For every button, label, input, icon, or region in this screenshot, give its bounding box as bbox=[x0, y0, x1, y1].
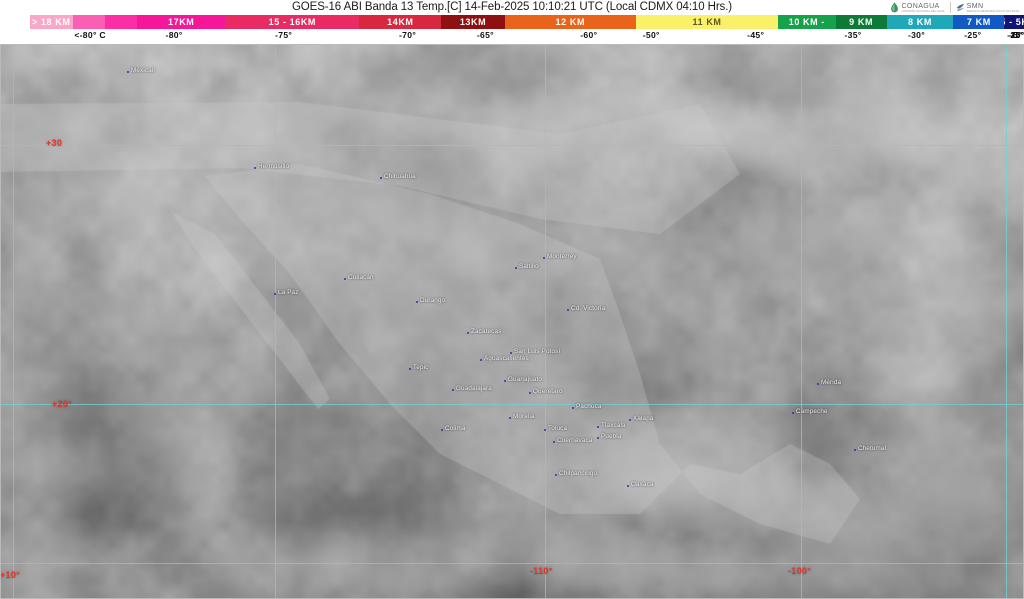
smn-logo: SMN SERVICIO METEOROLÓGICO NACIONAL bbox=[956, 2, 1020, 13]
scale-tick-label: -10° bbox=[1007, 30, 1024, 40]
coordinate-label: -110° bbox=[530, 566, 553, 576]
city-marker bbox=[480, 359, 482, 361]
color-scale-bar: > 18 KM 17KM 15 - 16KM 14KM 13KM 12 KM 11 KM 10… bbox=[0, 15, 1024, 29]
city-marker bbox=[515, 267, 517, 269]
scale-tick-label: <-80° C bbox=[74, 30, 106, 40]
page-title: GOES-16 ABI Banda 13 Temp.[C] 14-Feb-202… bbox=[291, 1, 733, 13]
grid-parallel bbox=[0, 563, 1024, 564]
scale-tick-label: -70° bbox=[399, 30, 417, 40]
scale-segment: 3.5 - 5KM bbox=[1004, 15, 1024, 29]
coordinate-label: +30 bbox=[46, 138, 63, 148]
city-marker bbox=[467, 332, 469, 334]
grid-parallel bbox=[0, 404, 1024, 405]
city-marker bbox=[597, 426, 599, 428]
satellite-map[interactable]: +30 +20° +10° -110° -100° Mexicali Hermosillo… bbox=[0, 44, 1024, 599]
scale-tick-label: -50° bbox=[642, 30, 660, 40]
scale-segment: 10 KM - bbox=[778, 15, 836, 29]
agency-logos: CONAGUA COMISIÓN NACIONAL DEL AGUA SMN S… bbox=[890, 1, 1020, 14]
city-marker bbox=[274, 293, 276, 295]
infrared-cloud-imagery bbox=[0, 44, 1024, 599]
city-marker bbox=[344, 278, 346, 280]
scale-segment: 17KM bbox=[137, 15, 226, 29]
scale-tick-label: -75° bbox=[275, 30, 293, 40]
scale-segment bbox=[72, 15, 106, 29]
scale-segment: 15 - 16KM bbox=[225, 15, 360, 29]
scale-segment: 13KM bbox=[441, 15, 505, 29]
coordinate-label: -100° bbox=[788, 566, 812, 576]
city-marker bbox=[254, 167, 256, 169]
scale-gap bbox=[0, 15, 30, 29]
scale-tick-label: -65° bbox=[476, 30, 494, 40]
coordinate-label: +20° bbox=[52, 399, 73, 409]
city-marker bbox=[572, 407, 574, 409]
smn-label: SMN bbox=[966, 2, 984, 10]
conagua-logo: CONAGUA COMISIÓN NACIONAL DEL AGUA bbox=[890, 2, 945, 13]
city-marker bbox=[416, 301, 418, 303]
scale-tick-label: -45° bbox=[747, 30, 765, 40]
city-marker bbox=[529, 392, 531, 394]
city-marker bbox=[567, 309, 569, 311]
city-marker bbox=[543, 257, 545, 259]
grid-meridian bbox=[545, 44, 546, 599]
conagua-label: CONAGUA bbox=[901, 2, 940, 10]
scale-tick-label: -20° bbox=[1007, 30, 1024, 40]
map-frame bbox=[0, 44, 1024, 599]
coordinate-label: +10° bbox=[0, 570, 21, 580]
grid-meridian bbox=[1006, 44, 1007, 599]
scale-segment: 9 KM bbox=[835, 15, 887, 29]
scale-segment: 12 KM bbox=[504, 15, 636, 29]
color-scale-ticks: <-80° C -80° -75° -70° -65° -60° -50° -45° -35° -… bbox=[0, 29, 1024, 43]
city-marker bbox=[553, 441, 555, 443]
scale-segment: 11 KM bbox=[635, 15, 779, 29]
scale-tick-label: -35° bbox=[844, 30, 862, 40]
scale-segment: > 18 KM bbox=[29, 15, 73, 29]
eagle-emblem-icon bbox=[956, 3, 964, 12]
scale-tick-label: -30° bbox=[907, 30, 925, 40]
grid-parallel bbox=[0, 145, 1024, 146]
scale-tick-label: -60° bbox=[580, 30, 598, 40]
city-marker bbox=[441, 429, 443, 431]
conagua-subtitle: COMISIÓN NACIONAL DEL AGUA bbox=[901, 9, 945, 13]
city-marker bbox=[555, 474, 557, 476]
city-marker bbox=[504, 380, 506, 382]
logo-divider bbox=[949, 2, 951, 13]
scale-tick-label: C bbox=[1012, 30, 1020, 40]
scale-tick-label: -5° bbox=[1009, 30, 1022, 40]
city-marker bbox=[597, 437, 599, 439]
scale-segment bbox=[105, 15, 138, 29]
grid-meridian bbox=[801, 44, 802, 599]
city-marker bbox=[452, 389, 454, 391]
water-drop-icon bbox=[891, 2, 899, 13]
scale-tick-label: -25° bbox=[964, 30, 982, 40]
grid-meridian bbox=[13, 44, 14, 599]
city-marker bbox=[509, 417, 511, 419]
city-marker bbox=[627, 485, 629, 487]
city-marker bbox=[127, 71, 129, 73]
city-marker bbox=[792, 412, 794, 414]
smn-subtitle: SERVICIO METEOROLÓGICO NACIONAL bbox=[966, 9, 1020, 13]
scale-tick-label: -80° bbox=[165, 30, 183, 40]
city-marker bbox=[510, 352, 512, 354]
city-marker bbox=[629, 419, 631, 421]
grid-meridian bbox=[275, 44, 276, 599]
scale-tick-label: -15° bbox=[1007, 30, 1024, 40]
scale-segment: 14KM bbox=[359, 15, 442, 29]
scale-segment: 8 KM bbox=[886, 15, 954, 29]
scale-segment: 7 KM bbox=[953, 15, 1005, 29]
city-marker bbox=[854, 449, 856, 451]
city-marker bbox=[544, 429, 546, 431]
city-marker bbox=[380, 177, 382, 179]
city-marker bbox=[409, 368, 411, 370]
city-marker bbox=[817, 383, 819, 385]
